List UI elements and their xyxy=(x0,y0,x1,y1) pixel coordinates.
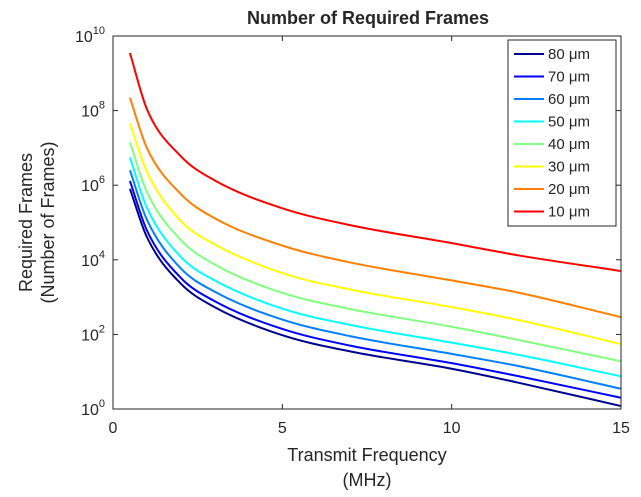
legend-box xyxy=(507,39,617,227)
y-tick-label: 100 xyxy=(81,398,105,419)
series-line-7 xyxy=(128,52,622,273)
legend-entry: 50 μm xyxy=(548,114,590,131)
series-line-6 xyxy=(128,97,622,319)
legend-entry: 40 μm xyxy=(548,136,590,153)
legend-entry: 70 μm xyxy=(548,69,590,86)
y-tick-label: 104 xyxy=(81,249,105,270)
axis-labels: Transmit Frequency (MHz) Required Frames (N… xyxy=(16,141,447,490)
legend-entry: 60 μm xyxy=(548,91,590,108)
series-line-1 xyxy=(128,180,622,399)
ticks-layer: 0 5 10 15 100 102 104 106 108 1010 xyxy=(75,25,630,437)
y-tick-label: 108 xyxy=(81,100,105,121)
series-line-3 xyxy=(128,157,622,378)
legend-entry: 20 μm xyxy=(548,181,590,198)
y-tick-label: 106 xyxy=(81,174,105,195)
y-axis-label: (Number of Frames) xyxy=(38,141,58,303)
series-line-2 xyxy=(128,170,622,390)
x-tick-label: 15 xyxy=(612,420,630,437)
series-line-0 xyxy=(128,188,622,408)
y-tick-label: 102 xyxy=(81,323,105,344)
series-line-4 xyxy=(128,142,622,363)
x-tick-label: 10 xyxy=(443,420,461,437)
legend-entry: 10 μm xyxy=(548,204,590,221)
legend-entry: 30 μm xyxy=(548,159,590,176)
legend: 80 μm 70 μm 60 μm 50 μm 40 μm 30 μm 20 μm 10 μm xyxy=(507,39,617,227)
legend-entry: 80 μm xyxy=(548,46,590,63)
x-tick-label: 5 xyxy=(278,420,287,437)
series-layer xyxy=(128,52,622,408)
x-axis-label: Transmit Frequency xyxy=(287,445,446,465)
y-tick-label: 1010 xyxy=(75,25,105,46)
x-axis-label: (MHz) xyxy=(343,470,392,490)
x-tick-label: 0 xyxy=(109,420,118,437)
chart-title: Number of Required Frames xyxy=(247,8,489,28)
plot-frame xyxy=(112,35,622,410)
series-line-5 xyxy=(128,123,622,346)
y-axis-label: Required Frames xyxy=(16,153,36,292)
